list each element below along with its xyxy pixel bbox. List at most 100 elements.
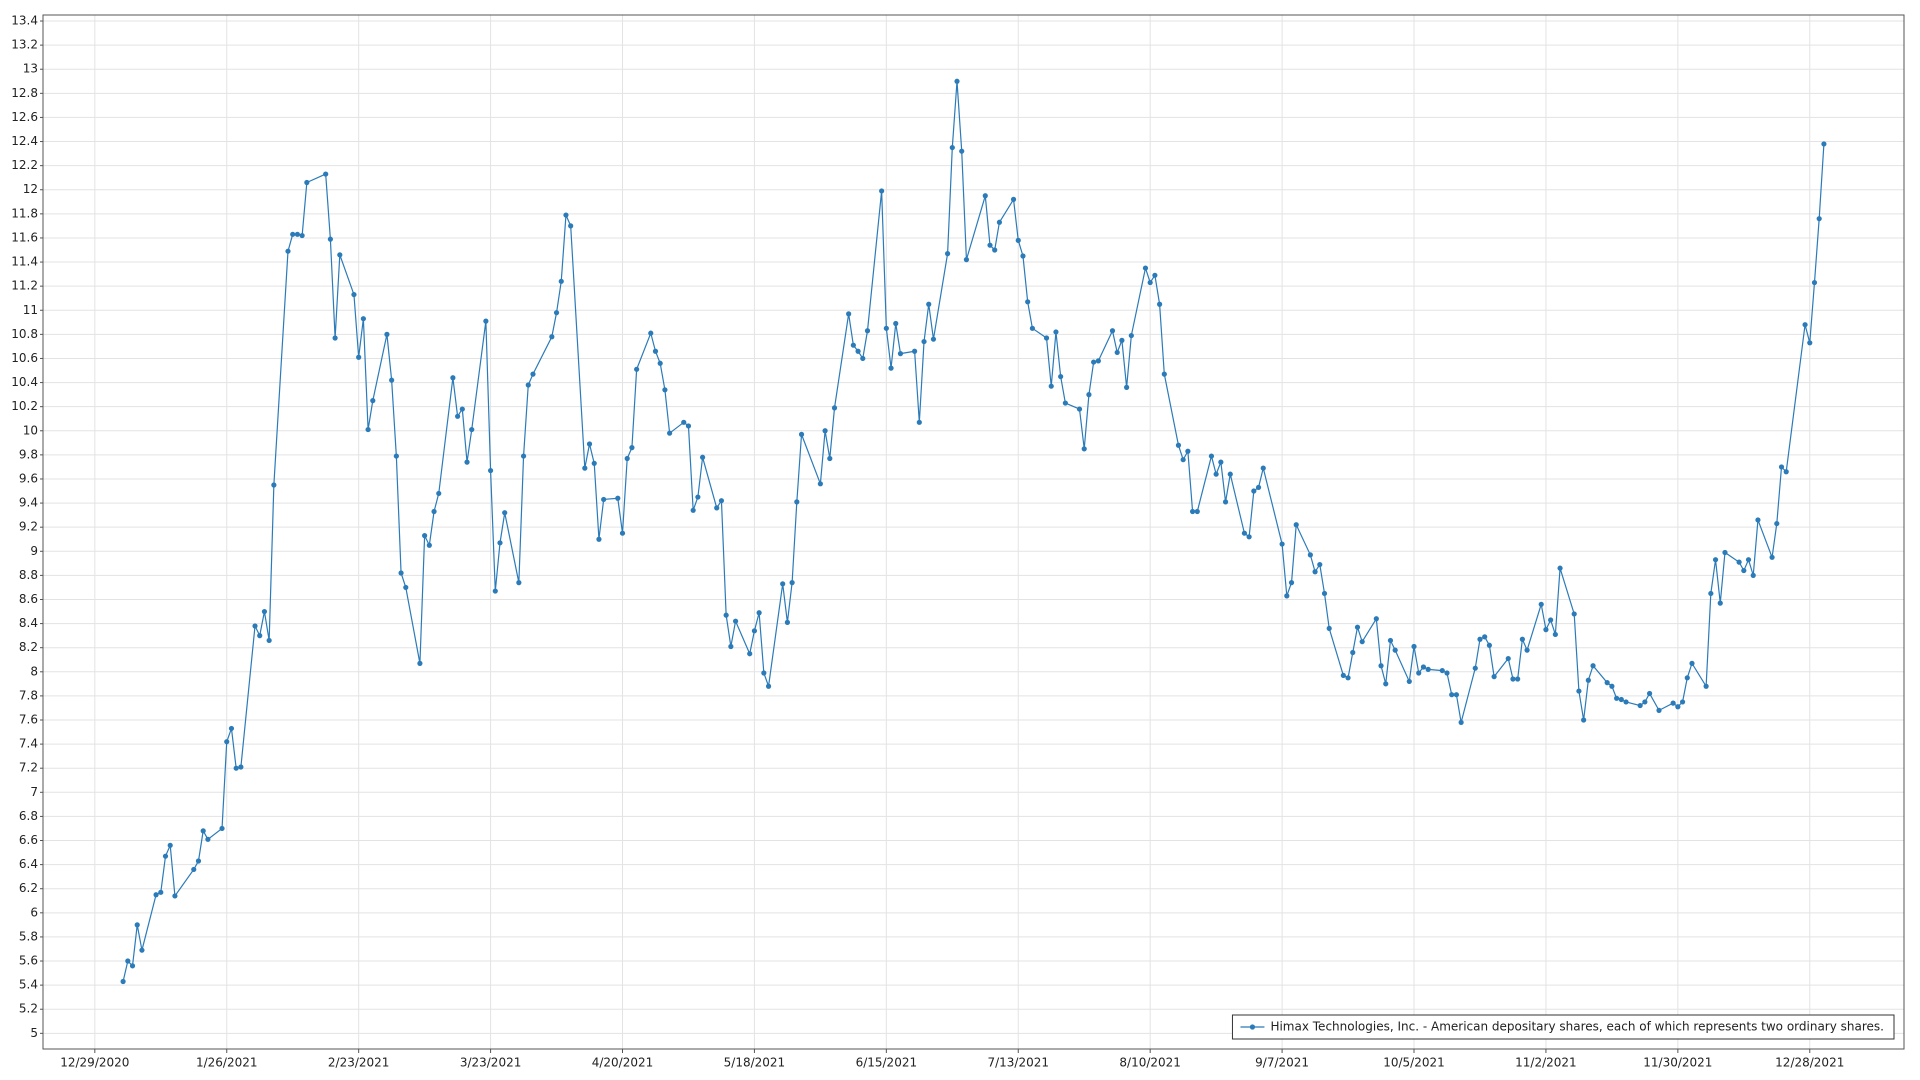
data-point [1585,677,1591,683]
data-point [568,223,574,229]
data-point [384,331,390,337]
data-point [1317,561,1323,568]
data-point [167,842,173,848]
data-point [959,148,965,154]
data-point [765,683,772,689]
data-point [1288,580,1295,586]
x-tick-label: 3/23/2021 [460,1056,522,1070]
y-tick-label: 9.2 [19,520,38,534]
data-point [431,508,437,515]
data-point [1161,371,1167,377]
data-point [1345,675,1351,681]
data-point [987,242,993,248]
x-tick-label: 12/29/2020 [60,1056,129,1070]
y-tick-label: 12.2 [11,158,38,172]
data-point [153,892,159,898]
data-point [930,336,937,342]
data-point [615,495,621,501]
data-point [1703,683,1709,689]
data-point [1189,508,1196,515]
data-point [417,660,423,666]
data-point [601,496,607,503]
data-point [139,947,145,953]
y-tick-label: 13.2 [11,38,38,52]
data-point [690,507,696,513]
data-point [822,428,828,434]
data-point [1449,692,1455,698]
data-point [1416,670,1422,676]
data-point [327,236,333,242]
data-point [1175,442,1182,448]
data-point [624,455,630,462]
data-point [238,764,244,770]
x-tick-label: 5/18/2021 [724,1056,786,1070]
data-point [1142,265,1149,271]
y-tick-label: 9.6 [19,471,38,485]
data-point [1646,690,1653,697]
data-point [926,301,932,307]
data-point [1058,373,1064,380]
data-point [516,580,522,586]
data-point [228,725,235,732]
data-point [982,193,988,199]
data-point [233,765,239,771]
x-tick-label: 8/10/2021 [1119,1056,1181,1070]
y-tick-label: 5 [30,1026,38,1040]
y-tick-label: 10.4 [11,375,38,389]
data-point [1552,631,1558,638]
data-point [723,612,729,618]
y-tick-label: 11.2 [11,279,38,293]
data-point [558,278,564,284]
data-point [1439,667,1445,674]
data-point [1279,541,1285,547]
data-point [1213,471,1219,477]
data-point [681,419,687,425]
y-tick-label: 5.6 [19,954,38,968]
data-point [1406,678,1412,685]
data-point [1482,634,1488,640]
data-point [629,445,635,451]
data-point [685,423,692,429]
data-point [1147,279,1153,286]
plot-frame [42,14,1905,1050]
y-tick-label: 11.8 [11,206,38,220]
y-tick-label: 7.8 [19,688,38,702]
data-point [1712,557,1719,563]
data-point [483,318,489,324]
data-point [1774,520,1780,527]
data-point [1180,457,1186,463]
data-point [1218,459,1224,465]
data-point [591,460,597,466]
data-point [469,426,475,433]
data-point [1095,358,1101,364]
data-point [219,825,225,832]
data-point [1062,400,1068,406]
data-point [455,413,461,419]
y-tick-label: 9 [30,544,38,558]
y-tick-label: 11.4 [11,255,38,269]
data-point [1086,392,1092,398]
data-point [1208,453,1215,459]
y-tick-label: 11.6 [11,230,38,244]
data-point [436,490,442,497]
data-point [789,580,795,586]
data-point [1642,699,1648,705]
data-point [1689,660,1695,666]
data-point [1152,272,1158,278]
data-point [817,481,823,487]
data-point [1312,569,1318,575]
data-point [162,853,169,859]
data-point [1350,649,1356,656]
data-point [1015,237,1021,243]
data-point [356,354,362,360]
y-tick-label: 6.4 [19,857,38,871]
data-point [846,311,852,317]
data-point [1321,590,1328,597]
data-point [1524,647,1530,653]
data-point [525,382,531,388]
x-tick-label: 12/28/2021 [1775,1056,1844,1070]
data-point [191,866,197,873]
data-point [1260,465,1266,471]
